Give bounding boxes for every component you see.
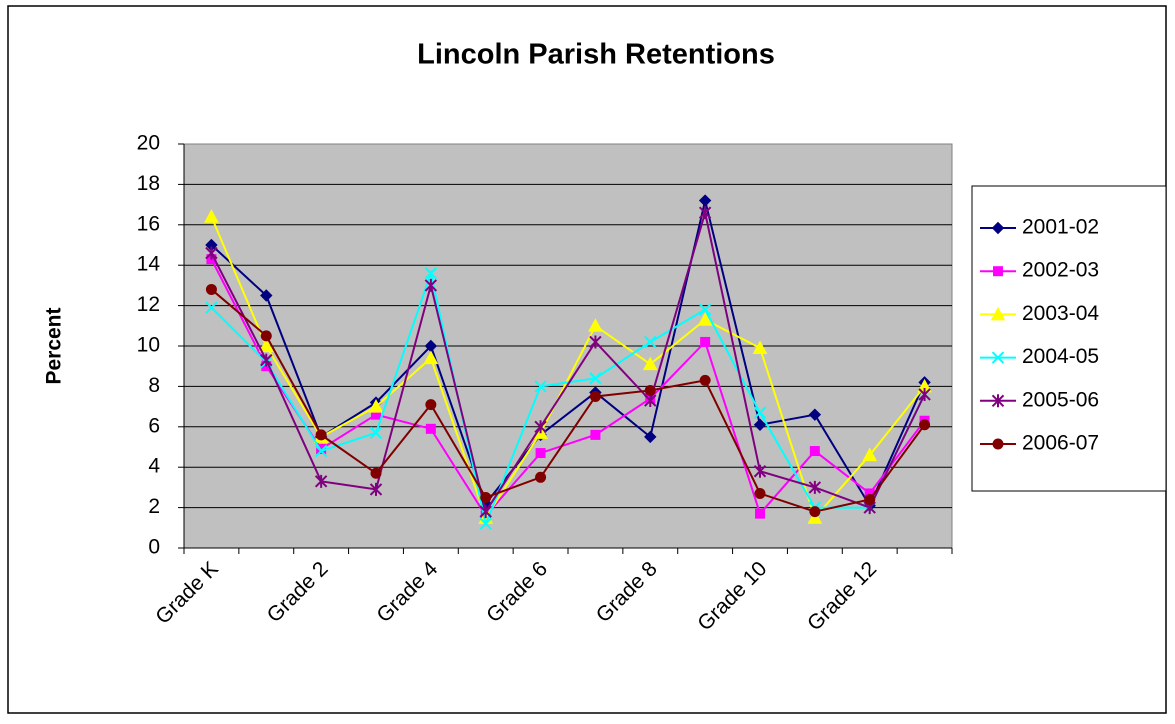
data-point	[807, 510, 823, 524]
y-tick-label: 18	[137, 172, 160, 195]
legend-label: 2004-05	[1022, 345, 1099, 368]
y-tick-label: 6	[148, 414, 160, 437]
y-tick-label: 8	[148, 374, 160, 397]
data-point	[535, 471, 547, 483]
y-tick-label: 10	[137, 334, 160, 357]
data-point	[754, 487, 766, 499]
data-point	[755, 508, 765, 519]
data-point	[480, 492, 492, 503]
data-point	[644, 335, 657, 349]
data-point	[205, 301, 218, 314]
data-point	[753, 464, 767, 478]
legend-label: 2002-03	[1022, 259, 1099, 282]
data-point	[644, 394, 657, 408]
data-point	[808, 408, 822, 421]
data-point	[260, 289, 273, 302]
data-point	[809, 446, 820, 457]
legend-marker	[992, 438, 1004, 450]
y-tick-label: 12	[137, 293, 160, 316]
data-point	[588, 318, 603, 332]
series-line	[210, 216, 926, 520]
data-point	[752, 340, 768, 355]
data-point	[534, 420, 547, 434]
legend-marker	[993, 266, 1003, 277]
data-point	[258, 338, 274, 352]
data-point	[808, 480, 822, 494]
legend-label: 2001-02	[1022, 216, 1099, 239]
legend-marker	[991, 394, 1005, 408]
legend-marker	[991, 351, 1005, 364]
y-axis-label: Percent	[43, 307, 66, 384]
data-point	[315, 429, 327, 441]
data-point	[369, 426, 383, 440]
data-point	[644, 384, 656, 396]
chart-title: Lincoln Parish Retentions	[417, 39, 775, 71]
y-tick-label: 16	[137, 212, 160, 235]
data-point	[589, 391, 601, 402]
data-point	[918, 387, 931, 401]
data-point	[697, 312, 713, 326]
data-point	[642, 356, 658, 371]
data-point	[700, 336, 711, 347]
data-point	[370, 467, 382, 479]
data-point	[862, 447, 878, 462]
data-point	[423, 350, 439, 365]
data-point	[589, 372, 602, 385]
legend-marker	[991, 221, 1005, 235]
series-line	[210, 269, 926, 528]
legend-label: 2005-06	[1022, 388, 1099, 411]
data-point	[534, 380, 547, 393]
y-tick-label: 20	[137, 132, 160, 155]
data-point	[425, 399, 437, 411]
data-point	[204, 209, 219, 223]
series-line	[210, 258, 926, 518]
data-point	[424, 267, 438, 280]
data-point	[368, 399, 384, 413]
data-point	[753, 406, 767, 419]
data-point	[698, 194, 712, 207]
data-point	[919, 419, 931, 431]
data-point	[260, 330, 272, 342]
y-tick-label: 2	[148, 495, 160, 518]
data-point	[753, 418, 767, 431]
data-point	[589, 335, 602, 349]
data-point	[698, 303, 712, 316]
data-point	[698, 206, 712, 220]
series-line	[210, 288, 926, 513]
data-point	[205, 283, 217, 295]
legend-label: 2003-04	[1022, 302, 1099, 325]
data-point	[369, 482, 383, 496]
data-point	[260, 353, 273, 367]
y-tick-label: 0	[148, 536, 160, 559]
data-point	[314, 444, 328, 458]
y-tick-label: 14	[137, 253, 161, 276]
legend-label: 2006-07	[1022, 432, 1099, 455]
data-point	[699, 374, 711, 386]
y-tick-label: 4	[148, 455, 160, 478]
data-point	[314, 474, 328, 488]
data-point	[864, 494, 876, 506]
data-point	[809, 506, 821, 518]
data-point	[425, 423, 436, 434]
data-point	[479, 505, 492, 519]
data-point	[535, 448, 546, 459]
data-point	[424, 278, 438, 292]
data-point	[644, 430, 657, 444]
data-point	[205, 246, 218, 260]
series-line	[210, 212, 926, 515]
data-point	[479, 517, 492, 530]
data-point	[590, 429, 601, 440]
legend	[971, 185, 1167, 492]
legend-marker	[990, 306, 1006, 321]
